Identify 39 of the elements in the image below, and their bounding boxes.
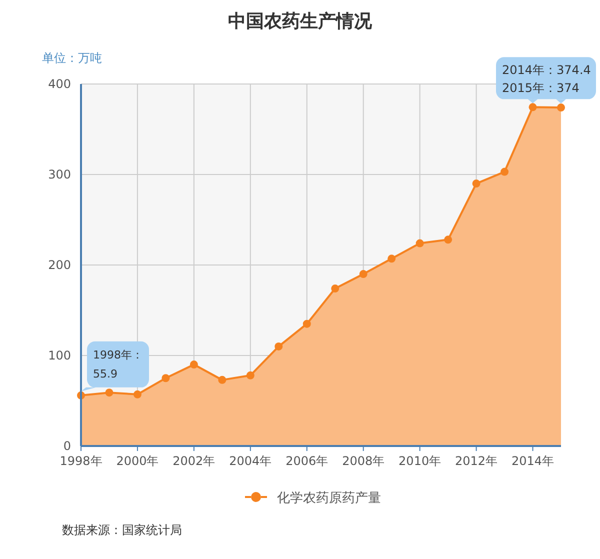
x-tick-label: 2010年 (398, 454, 442, 468)
x-tick-label: 2004年 (229, 454, 272, 468)
x-tick-label: 2006年 (286, 454, 328, 468)
y-tick-label: 400 (48, 77, 71, 91)
x-tick-label: 2002年 (172, 454, 216, 468)
y-tick-label: 200 (48, 258, 71, 272)
legend-label: 化学农药原药产量 (277, 491, 381, 506)
point (500, 168, 509, 176)
point (416, 239, 424, 248)
chart-title: 中国农药生产情况 (228, 11, 373, 32)
source-note: 数据来源：国家统计局 (62, 523, 182, 537)
point (246, 371, 254, 380)
annotation: 2015年：374 (502, 81, 580, 96)
point (105, 388, 114, 397)
point (331, 284, 340, 293)
point (302, 320, 311, 328)
point (557, 104, 565, 112)
y-tick-label: 100 (48, 348, 71, 362)
x-tick-label: 2000年 (116, 454, 159, 468)
point (359, 270, 368, 278)
point (472, 180, 480, 188)
annotation: 1998年：55.9 (93, 348, 143, 380)
x-tick-label: 1998年 (60, 454, 102, 468)
point (528, 103, 537, 112)
y-tick-label: 300 (48, 168, 71, 182)
point (388, 254, 396, 263)
point (162, 374, 170, 382)
point (444, 236, 452, 244)
point (133, 390, 142, 398)
y-tick-label: 0 (63, 439, 71, 453)
x-tick-label: 2014年 (511, 454, 554, 468)
x-tick-label: 2012年 (455, 454, 498, 468)
point (274, 342, 283, 350)
tooltip: 1998年：55.9 (81, 341, 149, 392)
y-axis-title: 单位：万吨 (42, 51, 102, 65)
point (218, 376, 226, 384)
point (190, 360, 198, 369)
annotation: 2014年：374.4 (502, 63, 591, 78)
x-tick-label: 2008年 (342, 454, 385, 468)
